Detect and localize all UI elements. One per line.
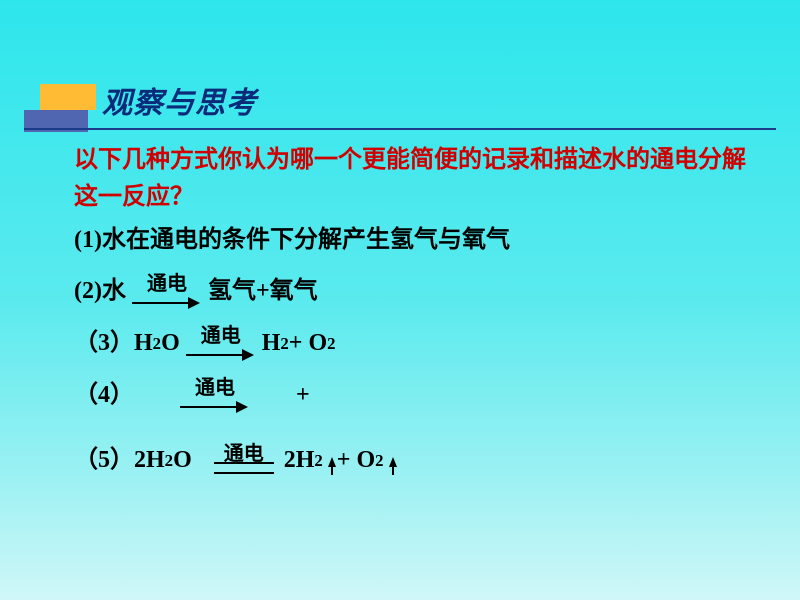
- item-3-num: （3）: [74, 327, 134, 361]
- item-1-num: (1): [74, 224, 102, 258]
- slide-title: 观察与思考: [102, 78, 257, 122]
- arrow-4-label: 通电: [195, 378, 235, 398]
- content-area: 以下几种方式你认为哪一个更能简便的记录和描述水的通电分解这一反应？ (1) 水在…: [74, 142, 750, 494]
- arrow-3-label: 通电: [201, 326, 241, 346]
- item-5-sub3: 2: [375, 449, 383, 473]
- item-3-h2: H: [262, 327, 281, 361]
- item-5-sub1: 2: [165, 449, 173, 473]
- item-3-plus-o: + O: [289, 327, 327, 361]
- uparrow-icon: [386, 451, 398, 471]
- item-4-plus: +: [296, 379, 310, 413]
- item-5-2h2: 2H: [284, 444, 315, 478]
- deco-orange-box: [40, 84, 96, 110]
- item-2-num: (2): [74, 275, 102, 309]
- arrow-3: 通电: [186, 326, 256, 362]
- item-2-pre: 水: [102, 275, 126, 309]
- arrow-4: 通电: [180, 378, 250, 414]
- item-5-2h: 2H: [134, 444, 165, 478]
- arrow-2-label: 通电: [147, 274, 187, 294]
- item-3-sub1: 2: [153, 332, 161, 356]
- arrow-2: 通电: [132, 274, 202, 310]
- equals-icon: [214, 462, 274, 474]
- item-5-o: O: [173, 444, 192, 478]
- item-3-sub2: 2: [280, 332, 288, 356]
- arrow-icon: [132, 296, 202, 310]
- arrow-icon: [186, 348, 256, 362]
- title-underline: [24, 128, 776, 130]
- item-2-post: 氢气+氧气: [208, 275, 318, 309]
- eq-5-label: 通电: [224, 444, 264, 464]
- item-5-sub2: 2: [314, 449, 322, 473]
- item-3-h: H: [134, 327, 153, 361]
- arrow-icon: [180, 400, 250, 414]
- item-4-num: （4）: [74, 379, 134, 413]
- item-3-sub3: 2: [327, 332, 335, 356]
- item-3-o: O: [161, 327, 180, 361]
- item-3: （3） H2 O 通电 H2 + O2: [74, 326, 750, 362]
- item-1-text: 水在通电的条件下分解产生氢气与氧气: [102, 224, 510, 258]
- prompt-text: 以下几种方式你认为哪一个更能简便的记录和描述水的通电分解这一反应？: [74, 142, 750, 216]
- item-1: (1) 水在通电的条件下分解产生氢气与氧气: [74, 224, 750, 258]
- eq-5: 通电: [210, 444, 278, 478]
- item-2: (2) 水 通电 氢气+氧气: [74, 274, 750, 310]
- item-4: （4） 通电 +: [74, 378, 750, 414]
- item-5: （5） 2H2 O 通电 2H2 + O2: [74, 444, 750, 478]
- item-5-plus-o: + O: [337, 444, 375, 478]
- item-5-num: （5）: [74, 444, 134, 478]
- uparrow-icon: [325, 451, 337, 471]
